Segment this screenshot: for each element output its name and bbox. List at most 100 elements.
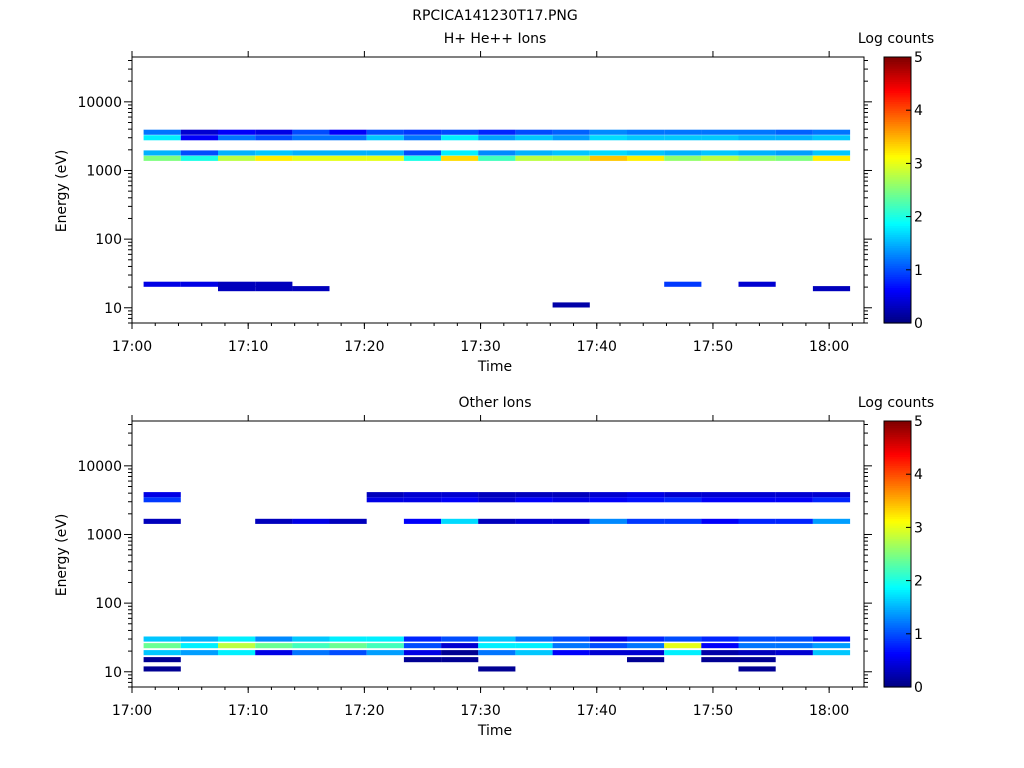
heatmap-cell — [812, 650, 851, 656]
heatmap-cell — [218, 650, 256, 656]
colorbar-swatch — [884, 627, 911, 630]
heatmap-cell — [292, 650, 330, 656]
heatmap-cell — [441, 650, 479, 656]
x-tick-label: 17:30 — [460, 703, 500, 719]
colorbar-swatch — [884, 185, 911, 189]
heatmap-cell — [143, 657, 181, 663]
colorbar-tick-label: 3 — [914, 520, 923, 536]
heatmap-cell — [180, 129, 218, 135]
heatmap-cell — [478, 518, 516, 524]
colorbar-swatch — [884, 249, 911, 253]
heatmap-cell — [292, 636, 330, 642]
colorbar-swatch — [884, 684, 911, 688]
y-axis-label: Energy (eV) — [54, 150, 70, 233]
heatmap-cell — [255, 281, 293, 287]
colorbar-swatch — [884, 569, 911, 573]
heatmap-cells — [143, 129, 851, 308]
heatmap-cell — [255, 643, 293, 649]
colorbar-swatch — [884, 309, 911, 313]
colorbar-label: Log counts — [858, 395, 934, 411]
colorbar-swatch — [884, 478, 911, 482]
heatmap-cell — [329, 150, 367, 156]
heatmap-cell — [589, 636, 627, 642]
heatmap-cell — [701, 150, 739, 156]
colorbar-swatch — [884, 296, 911, 300]
colorbar-swatch — [884, 675, 911, 679]
heatmap-cell — [627, 155, 665, 161]
colorbar-swatch — [884, 458, 911, 462]
heatmap-cell — [775, 497, 813, 503]
heatmap-cell — [701, 518, 739, 524]
heatmap-cell — [143, 155, 181, 161]
heatmap-cell — [738, 492, 776, 498]
heatmap-cell — [403, 643, 442, 649]
colorbar-swatch — [884, 183, 911, 187]
panel-title: H+ He++ Ions — [444, 31, 547, 47]
heatmap-cell — [664, 497, 702, 503]
colorbar-swatch — [884, 673, 911, 677]
heatmap-cell — [478, 155, 516, 161]
colorbar-swatch — [884, 74, 911, 78]
colorbar-swatch — [884, 500, 911, 504]
colorbar-swatch — [884, 243, 911, 247]
colorbar-swatch — [884, 503, 911, 506]
heatmap-cell — [812, 497, 851, 503]
heatmap-cell — [738, 281, 776, 287]
colorbar-swatch — [884, 463, 911, 466]
heatmap-cell — [775, 135, 813, 141]
heatmap-cell — [552, 650, 590, 656]
colorbar-swatch — [884, 63, 911, 67]
heatmap-cell — [812, 492, 851, 498]
heatmap-cell — [775, 643, 813, 649]
colorbar-swatch — [884, 438, 911, 442]
colorbar-swatch — [884, 613, 911, 617]
colorbar-swatch — [884, 181, 911, 184]
colorbar-swatch — [884, 518, 911, 522]
colorbar-swatch — [884, 125, 911, 129]
colorbar-swatch — [884, 589, 911, 593]
colorbar-swatch — [884, 636, 911, 639]
heatmap-cell — [701, 135, 739, 141]
heatmap-cell — [627, 518, 665, 524]
colorbar-swatch — [884, 318, 911, 322]
colorbar-swatch — [884, 256, 911, 260]
colorbar-swatch — [884, 167, 911, 171]
heatmap-cell — [292, 150, 330, 156]
heatmap-cell — [180, 281, 218, 287]
x-tick-label: 17:50 — [693, 703, 733, 719]
colorbar-swatch — [884, 669, 911, 673]
colorbar-swatch — [884, 307, 911, 311]
colorbar-swatch — [884, 107, 911, 111]
heatmap-cell — [403, 518, 442, 524]
colorbar-swatch — [884, 649, 911, 653]
heatmap-cell — [403, 657, 442, 663]
colorbar-swatch — [884, 671, 911, 675]
heatmap-cell — [180, 150, 218, 156]
heatmap-cell — [664, 518, 702, 524]
heatmap-cell — [403, 129, 442, 135]
heatmap-cell — [664, 650, 702, 656]
colorbar-swatch — [884, 647, 911, 650]
colorbar-swatch — [884, 664, 911, 668]
colorbar-swatch — [884, 655, 911, 659]
heatmap-cell — [701, 155, 739, 161]
colorbar-swatch — [884, 196, 911, 200]
colorbar-swatch — [884, 443, 911, 446]
heatmap-cell — [589, 135, 627, 141]
colorbar-swatch — [884, 223, 911, 227]
colorbar-swatch — [884, 161, 911, 164]
colorbar-swatch — [884, 110, 911, 114]
colorbar-swatch — [884, 542, 911, 546]
heatmap-cell — [292, 286, 330, 292]
heatmap-cell — [589, 650, 627, 656]
heatmap-cell — [366, 650, 404, 656]
heatmap-cell — [143, 129, 181, 135]
colorbar-swatch — [884, 467, 911, 471]
colorbar-swatch — [884, 434, 911, 438]
colorbar-swatch — [884, 540, 911, 544]
colorbar-swatch — [884, 205, 911, 209]
colorbar-swatch — [884, 316, 911, 320]
heatmap-cell — [812, 643, 851, 649]
colorbar-swatch — [884, 609, 911, 613]
x-tick-label: 17:30 — [460, 339, 500, 355]
